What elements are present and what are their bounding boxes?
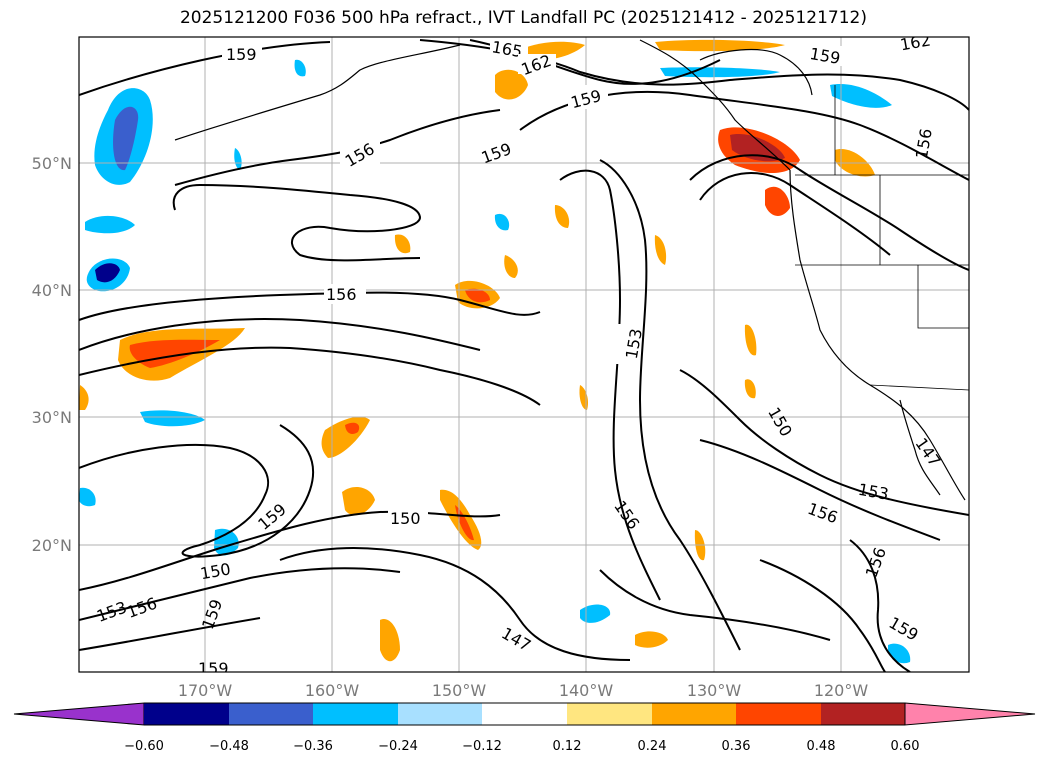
- contour-label: 159: [226, 45, 257, 64]
- colorbar-segment: [229, 703, 313, 725]
- lat-label: 20°N: [32, 536, 72, 555]
- colorbar-tick-label: 0.12: [553, 739, 582, 754]
- colorbar-tick-label: −0.12: [462, 739, 502, 754]
- colorbar-extend-left: [13, 702, 145, 726]
- lon-label: 160°W: [305, 681, 360, 700]
- lat-label: 30°N: [32, 408, 72, 427]
- map-frame: [78, 36, 970, 673]
- longitude-labels: 170°W 160°W 150°W 140°W 130°W 120°W: [178, 681, 869, 700]
- map-plot-area: 159 165 162 159 162 156 159 159 156 156 …: [79, 30, 969, 678]
- contour-label: 156: [326, 285, 357, 304]
- lon-label: 120°W: [814, 681, 869, 700]
- colorbar-segment: [821, 703, 905, 725]
- colorbar-tick-label: 0.48: [807, 739, 836, 754]
- colorbar-segment: [482, 703, 567, 725]
- colorbar-tick-label: 0.36: [722, 739, 751, 754]
- map-title: 2025121200 F036 500 hPa refract., IVT La…: [179, 8, 867, 28]
- latitude-labels: 50°N 40°N 30°N 20°N: [32, 154, 72, 555]
- lon-label: 140°W: [559, 681, 614, 700]
- colorbar-tick-label: −0.24: [378, 739, 418, 754]
- contour-label: 159: [198, 659, 229, 678]
- colorbar-segment: [567, 703, 652, 725]
- colorbar-tick-label: −0.60: [124, 739, 164, 754]
- lat-label: 50°N: [32, 154, 72, 173]
- colorbar-tick-label: −0.36: [293, 739, 333, 754]
- grid-lines: [79, 37, 969, 672]
- colorbar-segment: [398, 703, 482, 725]
- colorbar-tick-label: 0.24: [638, 739, 667, 754]
- colorbar-segment: [313, 703, 398, 725]
- contour-label: 150: [390, 509, 421, 528]
- colorbar-extend-right: [904, 702, 1036, 726]
- colorbar-segment: [736, 703, 821, 725]
- colorbar-tick-label: 0.60: [891, 739, 920, 754]
- colorbar-tick-label: −0.48: [209, 739, 249, 754]
- colorbar-segment: [144, 703, 229, 725]
- lon-label: 170°W: [178, 681, 233, 700]
- colorbar-segment: [652, 703, 736, 725]
- lon-label: 130°W: [687, 681, 742, 700]
- contour-label: 162: [899, 30, 932, 54]
- colorbar: −0.60 −0.48 −0.36 −0.24 −0.12 0.12 0.24 …: [13, 702, 1036, 754]
- political-borders: [795, 85, 969, 391]
- lat-label: 40°N: [32, 281, 72, 300]
- lon-label: 150°W: [432, 681, 487, 700]
- contour-labels: 159 165 162 159 162 156 159 159 156 156 …: [94, 30, 944, 678]
